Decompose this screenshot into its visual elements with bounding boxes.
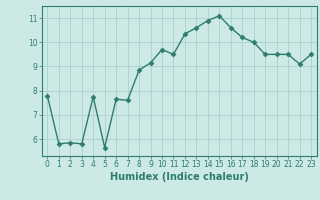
X-axis label: Humidex (Indice chaleur): Humidex (Indice chaleur) <box>110 172 249 182</box>
